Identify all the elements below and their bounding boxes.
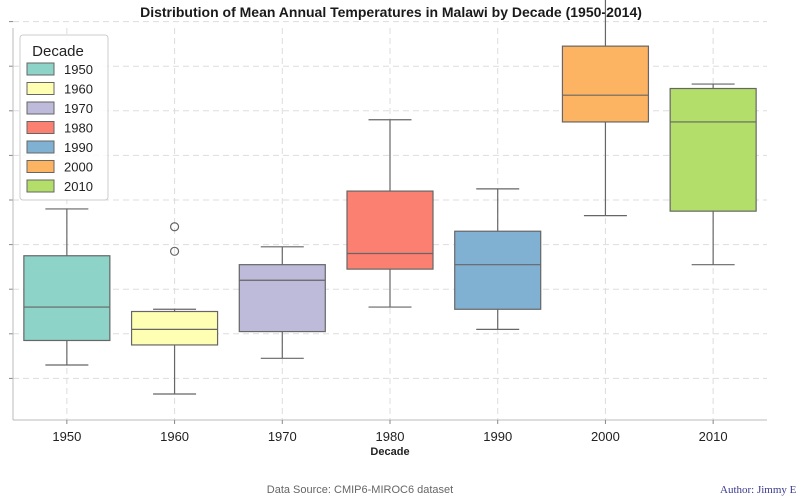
box-iqr xyxy=(130,310,219,346)
box-iqr xyxy=(561,45,650,123)
x-tick-label: 2000 xyxy=(591,429,620,444)
legend-title: Decade xyxy=(32,43,84,60)
x-tick-label: 1990 xyxy=(483,429,512,444)
box-iqr xyxy=(669,87,757,212)
box-iqr xyxy=(454,230,542,310)
legend-swatch-1960 xyxy=(26,82,55,95)
x-tick-label: 1960 xyxy=(160,429,189,444)
outlier-point xyxy=(169,246,180,256)
legend-label-1960: 1960 xyxy=(64,82,93,97)
x-axis-label: Decade xyxy=(370,446,409,458)
box-1980 xyxy=(346,119,434,308)
x-tick-label: 1950 xyxy=(52,429,81,444)
legend-label-2010: 2010 xyxy=(64,179,93,194)
box-1960 xyxy=(130,222,219,395)
legend-swatch-2000 xyxy=(26,160,55,173)
legend-label-1950: 1950 xyxy=(64,62,93,77)
box-1970 xyxy=(238,246,326,359)
x-tick-label: 2010 xyxy=(699,429,728,444)
chart-title: Distribution of Mean Annual Temperatures… xyxy=(140,4,642,20)
box-layer xyxy=(23,0,757,395)
legend-label-1990: 1990 xyxy=(64,140,93,155)
x-tick-label: 1970 xyxy=(268,429,297,444)
legend-swatch-1950 xyxy=(26,62,55,76)
legend-label-1980: 1980 xyxy=(64,121,93,136)
legend: Decade 1950 1960 1970 1980 1990 2000 2010 xyxy=(19,34,109,201)
legend-label-2000: 2000 xyxy=(64,160,93,175)
box-iqr xyxy=(23,255,111,342)
author-credit: Author: Jimmy E xyxy=(720,484,797,496)
box-1990 xyxy=(454,188,542,330)
x-tick-labels: 1950 1960 1970 1980 1990 2000 2010 xyxy=(52,420,728,444)
legend-swatch-1970 xyxy=(26,101,55,115)
box-iqr xyxy=(238,264,326,333)
legend-frame xyxy=(19,34,109,201)
legend-swatch-1980 xyxy=(26,121,55,134)
box-iqr xyxy=(346,190,434,270)
outlier-point xyxy=(169,222,180,232)
legend-label-1970: 1970 xyxy=(64,101,93,116)
box-2000 xyxy=(561,0,650,217)
box-2010 xyxy=(669,83,757,266)
legend-swatch-2010 xyxy=(26,179,55,193)
data-source-note: Data Source: CMIP6-MIROC6 dataset xyxy=(267,484,453,496)
x-tick-label: 1980 xyxy=(376,429,405,444)
box-1950 xyxy=(23,208,111,366)
legend-swatch-1990 xyxy=(26,140,55,154)
